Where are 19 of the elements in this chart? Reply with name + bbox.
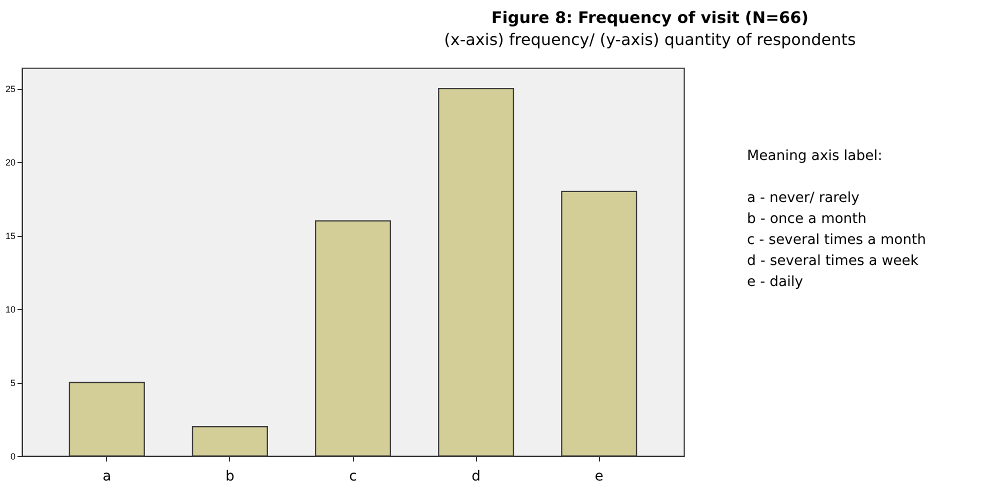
chart-title: Figure 8: Frequency of visit (N=66) [490, 8, 810, 27]
x-tick-label: d [472, 468, 480, 484]
x-tick-label: e [594, 468, 604, 484]
y-tick-label: 20 [5, 158, 16, 168]
y-tick-label: 10 [5, 304, 16, 315]
text: Meaning axis label: [747, 147, 884, 166]
chart-subtitle: (x-axis) frequency/ (y-axis) quantity of respondents [443, 30, 857, 49]
text: d - several times a week [747, 252, 920, 271]
x-tick-label: a [102, 468, 112, 484]
y-tick-label: 15 [5, 231, 16, 242]
y-tick-label: 5 [10, 378, 16, 388]
text: e - daily [747, 273, 804, 292]
text: b - once a month [747, 210, 868, 229]
y-tick-label: 25 [5, 84, 16, 94]
x-tick-label: b [226, 468, 235, 484]
y-tick-label: 0 [10, 452, 16, 462]
x-tick-label: c [349, 468, 357, 484]
text: c - several times a month [747, 231, 926, 250]
text: a - never/ rarely [747, 189, 860, 208]
